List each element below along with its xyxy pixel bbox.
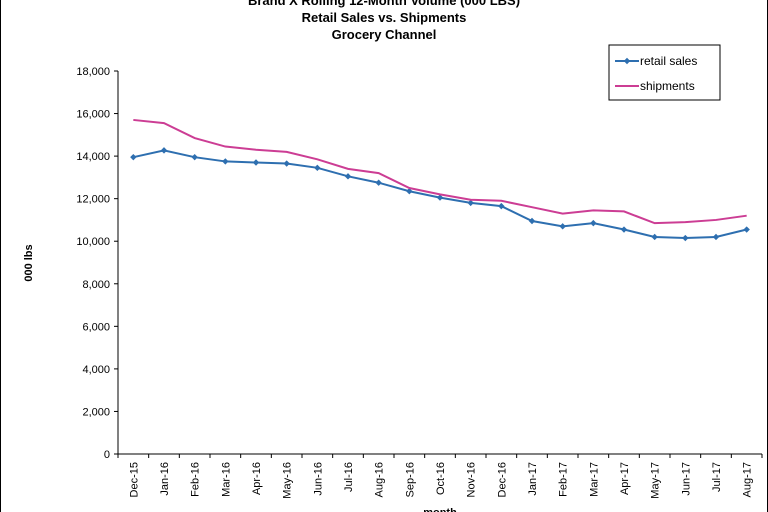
x-tick-label: Jul-17 — [711, 462, 723, 492]
data-point-retail-sales — [252, 159, 260, 166]
legend-box — [608, 44, 721, 101]
series-group — [130, 118, 750, 242]
x-tick-label: Dec-15 — [128, 462, 140, 497]
legend-label-shipments: shipments — [640, 79, 695, 93]
y-axis-title: 000 lbs — [23, 244, 35, 281]
y-tick-label: 0 — [104, 449, 110, 461]
x-tick-label: Nov-16 — [466, 462, 478, 497]
x-tick-label: Jun-16 — [312, 462, 324, 496]
chart-subtitle: Retail Sales vs. Shipments — [301, 10, 467, 25]
x-tick-label: Apr-17 — [619, 462, 631, 495]
data-point-retail-sales — [406, 188, 413, 195]
x-tick-label: Jul-16 — [343, 462, 355, 492]
data-point-retail-sales — [314, 164, 321, 172]
y-tick-label: 14,000 — [76, 151, 110, 163]
y-tick-label: 18,000 — [76, 66, 110, 78]
y-tick-label: 10,000 — [76, 236, 110, 248]
data-point-retail-sales — [682, 234, 689, 242]
data-point-retail-sales — [620, 226, 628, 233]
x-tick-label: May-16 — [282, 462, 294, 499]
data-point-retail-sales — [375, 179, 382, 186]
x-tick-label: Oct-16 — [435, 462, 447, 495]
axes — [117, 71, 762, 455]
x-tick-label: Jun-17 — [680, 462, 692, 496]
x-tick-label: Apr-16 — [251, 462, 263, 495]
x-axis-title: month — [423, 507, 457, 512]
x-tick-label: Mar-17 — [588, 462, 600, 497]
data-point-retail-sales — [160, 147, 168, 154]
y-tick-label: 2,000 — [82, 406, 110, 418]
x-tick-label: May-17 — [650, 462, 662, 499]
data-point-retail-sales — [590, 219, 597, 227]
x-tick-label: Jan-16 — [159, 462, 171, 496]
x-tick-label: Aug-16 — [374, 462, 386, 497]
chart-title: Brand X Rolling 12-Month Volume (000 LBS… — [247, 0, 521, 8]
data-point-retail-sales — [651, 233, 658, 241]
y-tick-label: 4,000 — [82, 364, 110, 376]
data-point-retail-sales — [498, 202, 505, 210]
data-point-retail-sales — [559, 223, 566, 230]
y-tick-label: 16,000 — [76, 109, 110, 121]
series-line-shipments — [133, 118, 747, 225]
y-tick-label: 8,000 — [82, 279, 110, 291]
data-point-retail-sales — [130, 153, 137, 161]
legend-label-retail-sales: retail sales — [640, 54, 697, 68]
legend-marker-retail-sales — [623, 57, 631, 65]
data-point-retail-sales — [283, 160, 290, 167]
x-tick-label: Sep-16 — [404, 462, 416, 497]
data-point-retail-sales — [528, 217, 536, 225]
data-point-retail-sales — [222, 158, 229, 165]
legend: retail sales shipments — [608, 44, 721, 101]
x-tick-label: Mar-16 — [220, 462, 232, 497]
data-point-retail-sales — [712, 233, 720, 241]
data-point-retail-sales — [743, 226, 750, 233]
data-point-retail-sales — [436, 194, 444, 201]
data-point-retail-sales — [344, 173, 352, 180]
chart-subtitle-channel: Grocery Channel — [331, 27, 437, 42]
x-tick-label: Aug-17 — [742, 462, 754, 497]
x-tick-label: Dec-16 — [496, 462, 508, 497]
y-tick-label: 6,000 — [82, 321, 110, 333]
x-tick-label: Feb-17 — [558, 462, 570, 497]
x-axis-ticks: Dec-15 Jan-16 Feb-16 Mar-16 Apr-16 May-16 Jun-… — [117, 454, 763, 499]
data-point-retail-sales — [191, 153, 198, 161]
y-axis-ticks: 0 2,000 4,000 6,000 8,000 10,000 12,000 14,000 1… — [76, 66, 118, 461]
y-tick-label: 12,000 — [76, 194, 110, 206]
x-tick-label: Feb-16 — [190, 462, 202, 497]
x-tick-label: Jan-17 — [527, 462, 539, 496]
data-point-retail-sales — [467, 199, 474, 207]
